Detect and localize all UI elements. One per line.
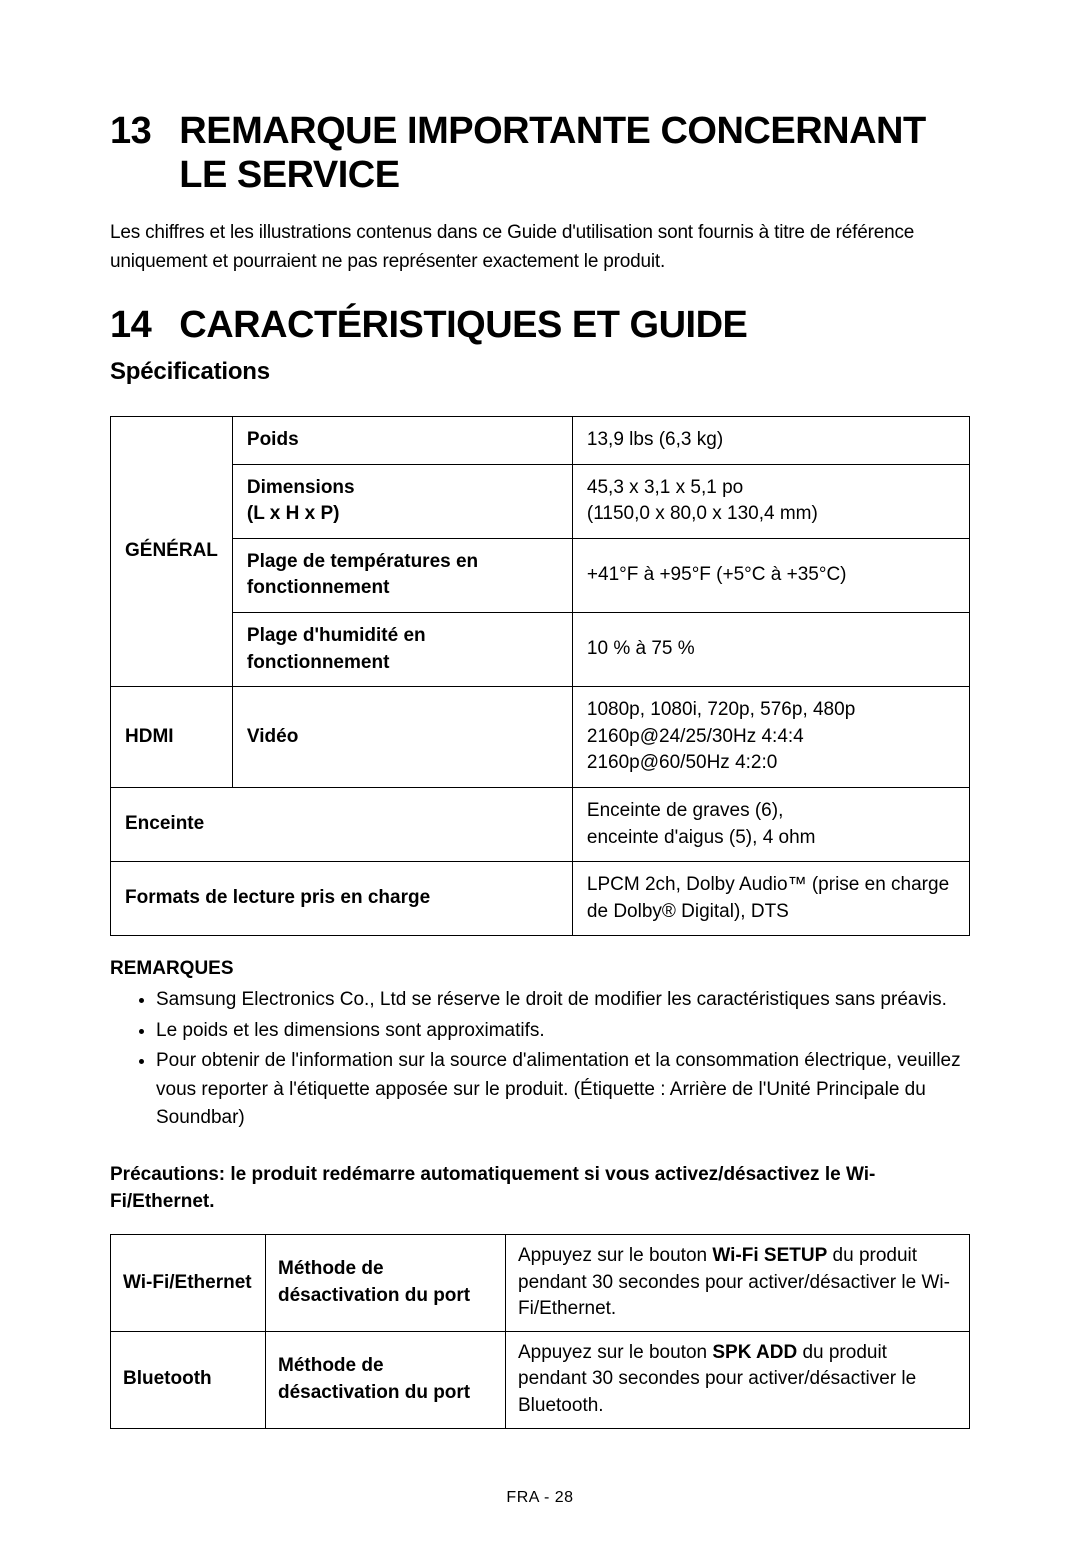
port-method-label: Méthode de désactivation du port [278,1258,470,1306]
table-row: Formats de lecture pris en charge LPCM 2… [111,862,970,936]
table-row: Enceinte Enceinte de graves (6), enceint… [111,788,970,862]
port-method-label-2: Méthode de désactivation du port [278,1355,470,1403]
spec-label-dimensions: Dimensions [247,477,355,498]
specifications-subheading: Spécifications [110,358,970,386]
port-table: Wi-Fi/Ethernet Méthode de désactivation … [110,1234,970,1429]
spec-category-hdmi: HDMI [111,687,233,788]
section-13-body: Les chiffres et les illustrations conten… [110,219,970,276]
spec-value-hdmi-2: 2160p@24/25/30Hz 4:4:4 [587,726,804,747]
spec-value-dimensions-1: 45,3 x 3,1 x 5,1 po [587,477,743,498]
section-14-number: 14 [110,304,151,348]
port-bt-label: Bluetooth [123,1368,212,1389]
table-row: Dimensions (L x H x P) 45,3 x 3,1 x 5,1 … [111,464,970,538]
list-item: Le poids et les dimensions sont approxim… [156,1017,970,1046]
table-row: Plage d'humidité en fonctionnement 10 % … [111,613,970,687]
spec-label-formats: Formats de lecture pris en charge [125,887,430,908]
port-bt-bold: SPK ADD [712,1342,797,1363]
section-13-title: REMARQUE IMPORTANTE CONCERNANT LE SERVIC… [179,110,970,197]
spec-label-speaker: Enceinte [125,813,204,834]
spec-label-weight: Poids [247,429,299,450]
spec-value-speaker-2: enceinte d'aigus (5), 4 ohm [587,827,816,848]
section-13-heading: 13 REMARQUE IMPORTANTE CONCERNANT LE SER… [110,110,970,197]
port-bt-instructions: Appuyez sur le bouton SPK ADD du produit… [506,1331,970,1428]
table-row: Plage de températures en fonctionnement … [111,538,970,612]
notes-label: REMARQUES [110,958,970,980]
table-row: HDMI Vidéo 1080p, 1080i, 720p, 576p, 480… [111,687,970,788]
spec-value-formats: LPCM 2ch, Dolby Audio™ (prise en charge … [572,862,969,936]
spec-label-temp: Plage de températures en fonctionnement [247,551,478,599]
page-footer: FRA - 28 [110,1489,970,1507]
spec-label-video: Vidéo [247,726,298,747]
spec-label-dimensions-sub: (L x H x P) [247,503,340,524]
port-wifi-label: Wi-Fi/Ethernet [123,1272,252,1293]
section-14-heading: 14 CARACTÉRISTIQUES ET GUIDE [110,304,970,348]
port-bt-pre: Appuyez sur le bouton [518,1342,712,1363]
table-row: GÉNÉRAL Poids 13,9 lbs (6,3 kg) [111,417,970,465]
spec-label-humidity: Plage d'humidité en fonctionnement [247,625,426,673]
table-row: Wi-Fi/Ethernet Méthode de désactivation … [111,1234,970,1331]
spec-value-humidity: 10 % à 75 % [572,613,969,687]
spec-value-temp: +41°F à +95°F (+5°C à +35°C) [572,538,969,612]
section-14-title: CARACTÉRISTIQUES ET GUIDE [179,304,747,348]
table-row: Bluetooth Méthode de désactivation du po… [111,1331,970,1428]
spec-value-hdmi-3: 2160p@60/50Hz 4:2:0 [587,752,777,773]
spec-value-dimensions-2: (1150,0 x 80,0 x 130,4 mm) [587,503,818,524]
spec-value-speaker-1: Enceinte de graves (6), [587,800,783,821]
list-item: Pour obtenir de l'information sur la sou… [156,1047,970,1133]
document-page: 13 REMARQUE IMPORTANTE CONCERNANT LE SER… [0,0,1080,1547]
port-wifi-bold: Wi-Fi SETUP [712,1245,827,1266]
section-13-number: 13 [110,110,151,154]
spec-category-general: GÉNÉRAL [111,417,233,687]
specifications-table: GÉNÉRAL Poids 13,9 lbs (6,3 kg) Dimensio… [110,416,970,936]
precaution-text: Précautions: le produit redémarre automa… [110,1161,970,1216]
port-wifi-pre: Appuyez sur le bouton [518,1245,712,1266]
notes-list: Samsung Electronics Co., Ltd se réserve … [110,986,970,1133]
list-item: Samsung Electronics Co., Ltd se réserve … [156,986,970,1015]
spec-value-weight: 13,9 lbs (6,3 kg) [572,417,969,465]
spec-value-hdmi-1: 1080p, 1080i, 720p, 576p, 480p [587,699,855,720]
port-wifi-instructions: Appuyez sur le bouton Wi-Fi SETUP du pro… [506,1234,970,1331]
